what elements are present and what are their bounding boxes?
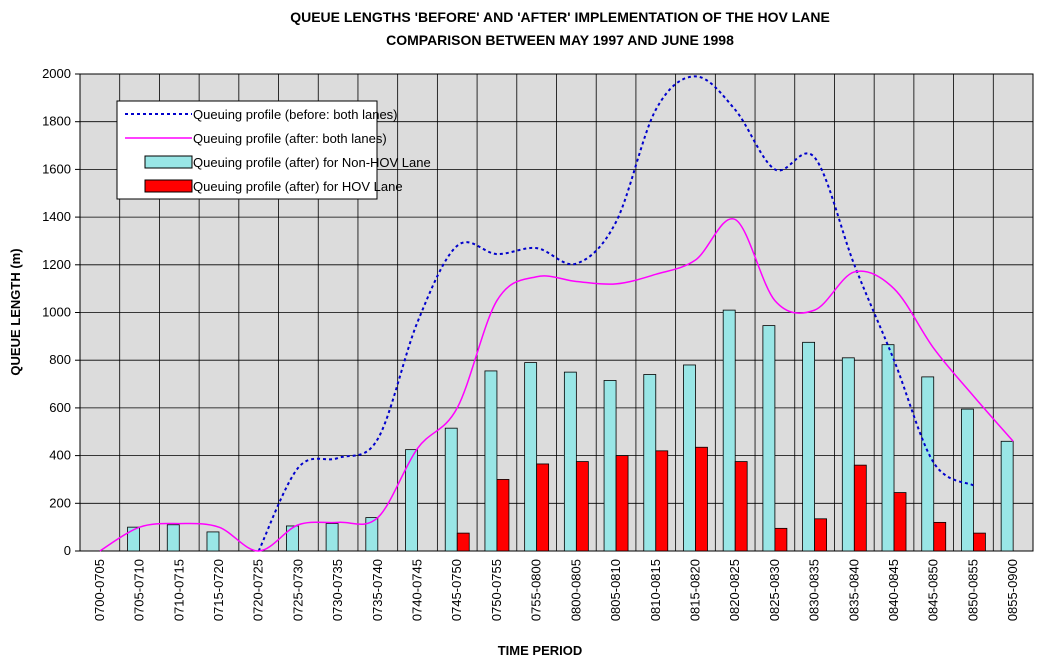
x-tick-label: 0745-0750 — [449, 559, 464, 621]
x-tick-label: 0810-0815 — [648, 559, 663, 621]
y-tick-label: 1600 — [42, 161, 71, 176]
y-tick-label: 400 — [49, 448, 71, 463]
bar — [536, 463, 550, 552]
bar — [695, 446, 708, 552]
bar — [734, 461, 748, 552]
y-tick-label: 1200 — [42, 257, 71, 272]
x-tick-label: 0720-0725 — [251, 559, 266, 621]
x-tick-label: 0815-0820 — [687, 559, 702, 621]
bar — [456, 532, 470, 552]
bar — [615, 455, 629, 552]
bar — [933, 521, 947, 552]
bar — [166, 524, 180, 552]
bar — [484, 370, 498, 552]
x-tick-label: 0835-0840 — [846, 559, 861, 621]
bar — [853, 464, 867, 552]
bar — [774, 527, 788, 552]
bar — [683, 364, 696, 552]
x-tick-label: 0820-0825 — [727, 559, 742, 621]
bar — [841, 357, 855, 552]
line-series — [257, 75, 974, 552]
x-tick-label: 0850-0855 — [965, 559, 980, 621]
bar — [881, 344, 895, 552]
legend-label: Queuing profile (after) for HOV Lane — [193, 179, 403, 194]
x-tick-label: 0840-0845 — [886, 559, 901, 621]
legend-label: Queuing profile (after: both lanes) — [193, 131, 387, 146]
x-tick-label: 0845-0850 — [926, 559, 941, 621]
x-tick-label: 0755-0800 — [529, 559, 544, 621]
bar — [325, 523, 339, 552]
bar — [814, 518, 828, 552]
x-tick-label: 0825-0830 — [767, 559, 782, 621]
bar — [643, 374, 657, 552]
bar — [365, 517, 379, 552]
y-tick-label: 0 — [64, 543, 71, 558]
bar — [575, 461, 589, 552]
line-series — [99, 218, 1014, 552]
chart-title: QUEUE LENGTHS 'BEFORE' AND 'AFTER' IMPLE… — [290, 9, 830, 25]
y-tick-label: 1000 — [42, 305, 71, 320]
bar — [405, 449, 418, 552]
bar — [496, 479, 510, 552]
bar — [206, 531, 220, 552]
x-axis-title: TIME PERIOD — [498, 643, 583, 658]
legend-label: Queuing profile (after) for Non-HOV Lane — [193, 155, 431, 170]
x-tick-label: 0740-0745 — [410, 559, 425, 621]
x-tick-label: 0710-0715 — [171, 559, 186, 621]
y-tick-label: 200 — [49, 495, 71, 510]
x-tick-label: 0705-0710 — [132, 559, 147, 621]
y-tick-label: 800 — [49, 352, 71, 367]
y-axis-title: QUEUE LENGTH (m) — [8, 248, 23, 375]
bar — [762, 325, 776, 552]
x-tick-label: 0750-0755 — [489, 559, 504, 621]
x-tick-label: 0735-0740 — [370, 559, 385, 621]
x-tick-label: 0700-0705 — [92, 559, 107, 621]
bar — [524, 362, 538, 552]
plot-border — [79, 73, 1034, 552]
bar — [961, 408, 974, 552]
x-tick-label: 0805-0810 — [608, 559, 623, 621]
bar — [563, 371, 577, 552]
bar — [655, 450, 669, 552]
y-tick-label: 1400 — [42, 209, 71, 224]
bar — [127, 526, 140, 552]
x-tick-label: 0855-0900 — [1005, 559, 1020, 621]
bar — [921, 376, 935, 552]
legend-swatch — [144, 179, 193, 193]
y-tick-label: 1800 — [42, 114, 71, 129]
legend-swatch — [144, 155, 193, 169]
y-tick-label: 2000 — [42, 66, 71, 81]
bar — [802, 341, 816, 552]
bar — [1000, 440, 1014, 552]
legend-label: Queuing profile (before: both lanes) — [193, 107, 398, 122]
x-tick-label: 0730-0735 — [330, 559, 345, 621]
chart-subtitle: COMPARISON BETWEEN MAY 1997 AND JUNE 199… — [386, 32, 734, 48]
bar — [603, 380, 617, 552]
bar — [285, 525, 299, 552]
x-tick-label: 0830-0835 — [807, 559, 822, 621]
x-tick-label: 0800-0805 — [568, 559, 583, 621]
x-tick-label: 0725-0730 — [290, 559, 305, 621]
bar — [973, 532, 986, 552]
bar — [893, 492, 907, 552]
y-tick-label: 600 — [49, 400, 71, 415]
x-tick-label: 0715-0720 — [211, 559, 226, 621]
bar — [444, 427, 458, 552]
bar — [722, 309, 736, 552]
